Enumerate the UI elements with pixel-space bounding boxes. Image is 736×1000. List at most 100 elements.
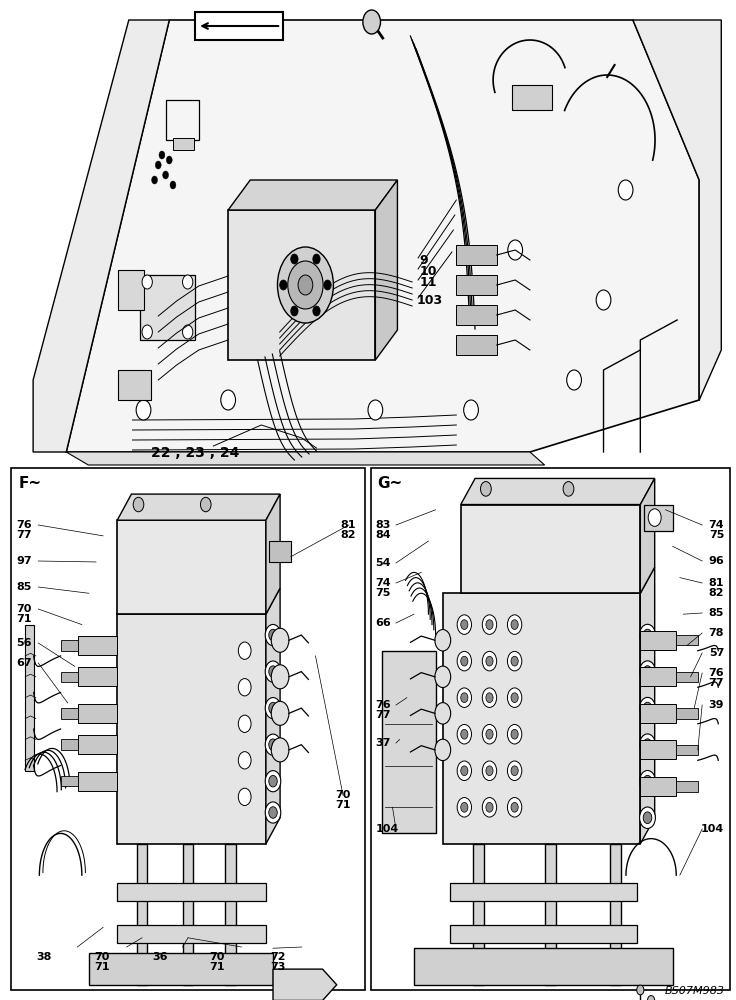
Bar — [173, 138, 194, 150]
Circle shape — [133, 497, 144, 512]
Circle shape — [269, 739, 277, 750]
Bar — [676, 672, 698, 682]
Bar — [456, 335, 497, 355]
Text: 78: 78 — [709, 628, 724, 638]
Circle shape — [238, 715, 251, 732]
Bar — [25, 625, 34, 771]
Circle shape — [507, 724, 522, 744]
Circle shape — [170, 181, 176, 189]
Circle shape — [142, 275, 152, 289]
Circle shape — [643, 629, 652, 641]
Circle shape — [265, 802, 281, 823]
Bar — [60, 708, 78, 719]
Circle shape — [313, 306, 320, 316]
Circle shape — [511, 656, 518, 666]
Circle shape — [486, 802, 493, 812]
Bar — [456, 305, 497, 325]
Circle shape — [507, 798, 522, 817]
Bar — [89, 953, 273, 985]
Circle shape — [461, 802, 468, 812]
Circle shape — [435, 703, 450, 724]
Polygon shape — [117, 494, 280, 520]
Bar — [137, 844, 147, 985]
Circle shape — [486, 620, 493, 629]
Circle shape — [596, 290, 611, 310]
Circle shape — [640, 770, 655, 792]
Circle shape — [457, 761, 472, 781]
Text: 76
77: 76 77 — [16, 520, 32, 540]
Text: 37: 37 — [375, 738, 391, 748]
Circle shape — [166, 156, 172, 164]
Bar — [450, 925, 637, 943]
Circle shape — [648, 996, 655, 1000]
Bar — [166, 100, 199, 140]
Bar — [228, 210, 375, 360]
Text: 70
71: 70 71 — [335, 790, 350, 810]
Circle shape — [640, 807, 655, 828]
Circle shape — [457, 615, 472, 634]
Circle shape — [238, 679, 251, 696]
Bar — [117, 925, 266, 943]
Circle shape — [461, 766, 468, 776]
Bar — [610, 844, 620, 985]
Circle shape — [368, 400, 383, 420]
Bar — [60, 672, 78, 682]
Circle shape — [637, 985, 644, 995]
Polygon shape — [228, 180, 397, 210]
Circle shape — [507, 688, 522, 707]
Circle shape — [486, 766, 493, 776]
Circle shape — [643, 775, 652, 787]
Circle shape — [269, 775, 277, 787]
Circle shape — [511, 620, 518, 629]
Bar — [512, 85, 552, 110]
Bar — [644, 505, 673, 531]
Circle shape — [265, 771, 281, 792]
Circle shape — [280, 280, 287, 290]
Circle shape — [269, 629, 277, 641]
Circle shape — [457, 651, 472, 671]
Circle shape — [363, 10, 381, 34]
Bar — [640, 704, 676, 723]
Circle shape — [238, 642, 251, 659]
Circle shape — [265, 624, 281, 646]
Circle shape — [508, 240, 523, 260]
Bar — [640, 667, 676, 686]
Text: 104: 104 — [375, 824, 399, 834]
Circle shape — [435, 666, 450, 688]
Circle shape — [288, 261, 323, 309]
Circle shape — [265, 734, 281, 755]
Bar — [450, 883, 637, 901]
Circle shape — [643, 666, 652, 677]
Text: 81
82: 81 82 — [709, 578, 724, 598]
Text: 85: 85 — [16, 582, 32, 592]
Bar — [60, 776, 78, 786]
Text: G~: G~ — [377, 476, 402, 491]
Polygon shape — [273, 969, 337, 1000]
Text: 103: 103 — [417, 294, 442, 307]
Circle shape — [272, 628, 289, 652]
Circle shape — [511, 693, 518, 703]
Circle shape — [324, 280, 331, 290]
Bar — [456, 245, 497, 265]
Text: 96: 96 — [709, 556, 724, 566]
Circle shape — [511, 729, 518, 739]
Polygon shape — [66, 20, 699, 452]
Circle shape — [435, 739, 450, 761]
Bar — [443, 593, 640, 844]
Text: 66: 66 — [375, 618, 391, 628]
Circle shape — [163, 171, 169, 179]
Bar — [640, 631, 676, 650]
Circle shape — [159, 151, 165, 159]
Circle shape — [265, 698, 281, 719]
Circle shape — [482, 688, 497, 707]
Circle shape — [435, 630, 450, 651]
Polygon shape — [461, 478, 655, 505]
Bar — [140, 275, 195, 340]
Text: 22 , 23 , 24: 22 , 23 , 24 — [151, 446, 239, 460]
Circle shape — [481, 482, 491, 496]
Polygon shape — [266, 494, 280, 614]
Bar — [117, 614, 266, 844]
Circle shape — [486, 729, 493, 739]
Circle shape — [640, 734, 655, 755]
Circle shape — [464, 400, 478, 420]
